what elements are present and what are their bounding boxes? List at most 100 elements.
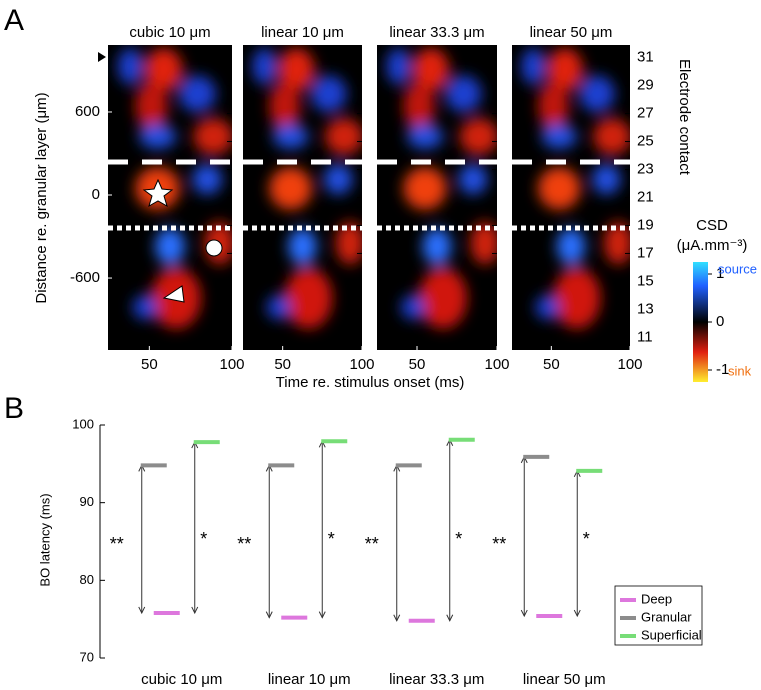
csd-blob [401, 295, 425, 320]
csd-blob [145, 48, 183, 91]
csd-blob [537, 81, 569, 131]
colorbar-tick-label: -1 [716, 361, 729, 378]
csd-blob [422, 228, 452, 265]
y2-tick-label: 29 [637, 77, 654, 94]
y2-axis-label: Electrode contact [676, 59, 693, 176]
y-axis-label: Distance re. granular layer (μm) [33, 92, 50, 303]
heatmap-blobs [117, 48, 232, 329]
csd-blob [139, 124, 177, 149]
csd-blob [579, 75, 615, 113]
y2-tick-label: 19 [637, 216, 654, 233]
csd-blob [413, 48, 449, 91]
x-tick-label: 100 [349, 356, 374, 373]
csd-blob [335, 221, 362, 265]
csd-blob [117, 48, 143, 85]
csd-blob [535, 295, 560, 320]
colorbar-tick-label: 0 [716, 313, 724, 330]
csd-blob [470, 221, 497, 265]
electrode-pointer [98, 52, 106, 62]
category-label: linear 10 μm [268, 671, 351, 688]
significance: ** [492, 534, 506, 554]
x-tick-label: 50 [274, 356, 291, 373]
csd-blob [593, 118, 630, 155]
y-tick-label: 0 [92, 186, 100, 203]
csd-blob [556, 228, 586, 265]
y-tick-label: -600 [70, 269, 100, 286]
arrow-head [446, 614, 454, 622]
significance: * [328, 529, 335, 549]
heatmap [377, 48, 497, 329]
star-marker [142, 178, 174, 208]
heatmap-blobs [252, 48, 362, 329]
y-tick-label: 90 [80, 494, 94, 509]
csd-blob [269, 81, 301, 131]
arrow-head [138, 606, 146, 615]
y-tick-label: 70 [80, 649, 94, 664]
csd-blob [386, 48, 411, 85]
significance: * [583, 529, 590, 549]
heatmap [512, 48, 630, 329]
csd-blob [252, 48, 277, 85]
x-tick-label: 50 [141, 356, 158, 373]
y-tick-label: 100 [72, 416, 94, 431]
legend-label: Granular [641, 609, 692, 624]
csd-blob [521, 48, 546, 85]
significance: * [455, 529, 462, 549]
colorbar-unit: (μA.mm⁻³) [677, 237, 748, 254]
category-label: linear 50 μm [523, 671, 606, 688]
arrow-head [520, 609, 528, 618]
panel-title: linear 10 μm [261, 24, 344, 41]
y-tick-label: 600 [75, 103, 100, 120]
source-label: source [718, 261, 757, 276]
csd-blob [278, 48, 315, 91]
legend-label: Deep [641, 591, 672, 606]
triangle-marker [162, 285, 185, 303]
y2-tick-label: 21 [637, 188, 654, 205]
y2-tick-label: 25 [637, 133, 654, 150]
y2-tick-label: 27 [637, 105, 654, 122]
csd-blob [547, 48, 583, 91]
heatmap-blobs [386, 48, 497, 329]
y2-tick-label: 17 [637, 244, 654, 261]
significance: ** [237, 534, 251, 554]
csd-blob [459, 118, 497, 155]
csd-blob [272, 124, 309, 149]
category-label: cubic 10 μm [141, 671, 222, 688]
colorbar [693, 262, 708, 382]
x-tick-label: 50 [409, 356, 426, 373]
panel-title: linear 50 μm [530, 24, 613, 41]
y2-tick-label: 11 [637, 328, 653, 345]
csd-blob [323, 163, 353, 195]
panel-title: linear 33.3 μm [389, 24, 484, 41]
circle-marker [205, 239, 223, 257]
csd-blob [403, 167, 447, 210]
colorbar-label: CSD [696, 217, 728, 234]
y2-tick-label: 13 [637, 300, 654, 317]
arrow-head [265, 611, 273, 619]
csd-blob [407, 124, 443, 149]
csd-blob [192, 163, 223, 195]
csd-blob [604, 221, 630, 265]
x-tick-label: 50 [543, 356, 560, 373]
panel-title: cubic 10 μm [129, 24, 210, 41]
sink-label: sink [728, 363, 752, 378]
csd-blob [537, 167, 581, 210]
arrow-head [318, 611, 326, 619]
y2-tick-label: 23 [637, 160, 654, 177]
arrow-head [393, 614, 401, 622]
csd-blob [419, 267, 467, 329]
csd-blob [592, 163, 621, 195]
csd-blob [155, 228, 185, 265]
colorbar-tick-label: 1 [716, 265, 724, 282]
csd-blob [553, 267, 601, 329]
significance: * [200, 529, 207, 549]
csd-blob [193, 118, 232, 155]
csd-blob [284, 267, 333, 329]
csd-blob [403, 81, 435, 131]
panel-label: B [4, 392, 24, 425]
panel-label: A [4, 4, 24, 37]
significance: ** [110, 534, 124, 554]
x-tick-label: 100 [219, 356, 244, 373]
csd-blob [325, 118, 362, 155]
